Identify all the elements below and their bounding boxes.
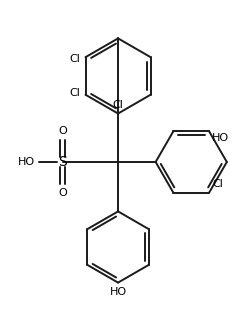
Text: HO: HO — [18, 157, 35, 167]
Text: Cl: Cl — [70, 54, 81, 64]
Text: O: O — [58, 126, 67, 136]
Text: HO: HO — [109, 287, 127, 297]
Text: S: S — [58, 155, 67, 169]
Text: O: O — [58, 188, 67, 198]
Text: Cl: Cl — [212, 179, 223, 189]
Text: HO: HO — [212, 133, 229, 143]
Text: Cl: Cl — [113, 100, 124, 109]
Text: Cl: Cl — [70, 88, 81, 98]
